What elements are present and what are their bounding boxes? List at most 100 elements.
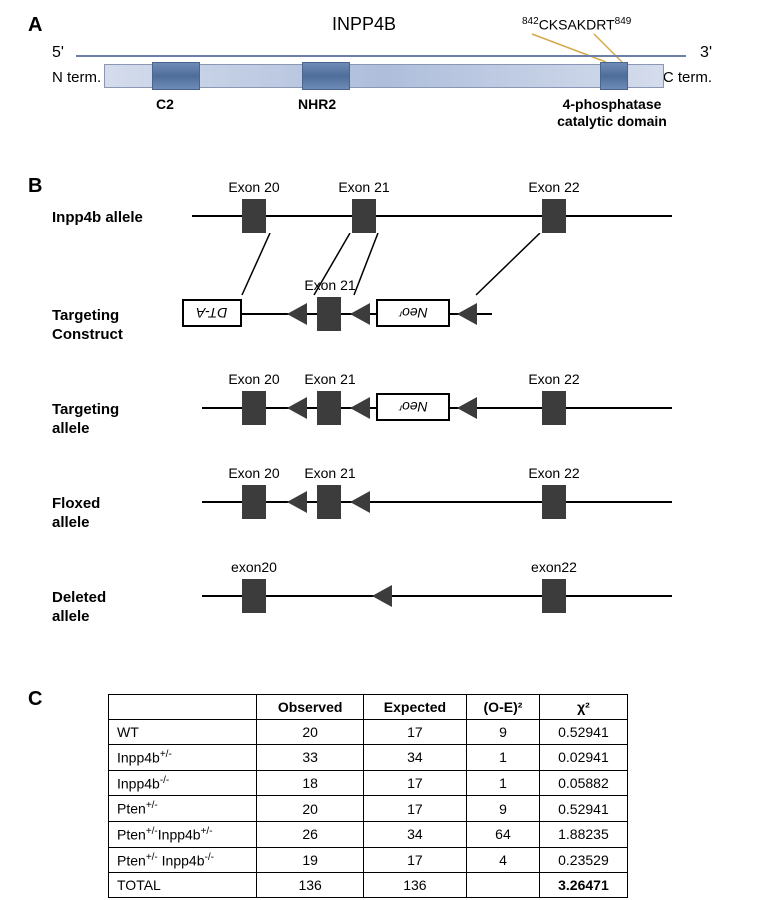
exon-20	[242, 391, 266, 425]
cell-expected: 136	[363, 873, 466, 898]
exon-22	[542, 485, 566, 519]
neo-cassette: Neoʳ	[376, 299, 450, 327]
cell-oe2: 64	[467, 821, 540, 847]
exon-22	[542, 199, 566, 233]
cell-genotype: TOTAL	[109, 873, 257, 898]
five-prime: 5'	[52, 44, 64, 62]
panel-a-title: INPP4B	[332, 14, 396, 35]
domain-label-c2: C2	[156, 96, 174, 112]
row-label: Deleted allele	[52, 589, 202, 627]
table-row: Pten+/- Inpp4b-/- 19 17 4 0.23529	[109, 847, 628, 873]
table-row: Inpp4b+/- 33 34 1 0.02941	[109, 745, 628, 771]
neo-text: Neoʳ	[399, 399, 428, 415]
row-label: Targeting Construct	[52, 307, 202, 345]
cell-genotype: Pten+/-Inpp4b+/-	[109, 821, 257, 847]
cell-chi2: 0.23529	[539, 847, 627, 873]
exon-22-label: Exon 22	[524, 371, 584, 387]
allele-row-floxed: Floxed allele Exon 20 Exon 21 Exon 22	[52, 461, 712, 539]
cell-expected: 34	[363, 821, 466, 847]
chi-square-table: Observed Expected (O-E)² χ² WT 20 17 9 0…	[108, 694, 628, 898]
domain-label-catalytic: 4-phosphatase catalytic domain	[552, 96, 672, 130]
domain-c2	[152, 62, 200, 90]
motif-connector	[522, 30, 652, 64]
panel-c: Observed Expected (O-E)² χ² WT 20 17 9 0…	[108, 694, 628, 898]
exon-21-label: Exon 21	[300, 465, 360, 481]
cell-chi2: 0.05882	[539, 770, 627, 796]
cell-oe2: 9	[467, 720, 540, 745]
exon-20	[242, 579, 266, 613]
exon-20-label: Exon 20	[224, 179, 284, 195]
cell-chi2: 0.02941	[539, 745, 627, 771]
exon-21	[317, 485, 341, 519]
cell-chi2: 0.52941	[539, 796, 627, 822]
table-row: Pten+/- 20 17 9 0.52941	[109, 796, 628, 822]
table-total-row: TOTAL 136 136 3.26471	[109, 873, 628, 898]
cell-expected: 34	[363, 745, 466, 771]
cell-oe2	[467, 873, 540, 898]
three-prime: 3'	[700, 44, 712, 62]
exon-21-label: Exon 21	[334, 179, 394, 195]
motif-pre: 842	[522, 16, 539, 27]
exon-20	[242, 485, 266, 519]
loxp-icon	[287, 303, 307, 325]
n-term: N term.	[52, 69, 101, 86]
col-observed: Observed	[257, 695, 363, 720]
exon-22-label: Exon 22	[524, 465, 584, 481]
loxp-icon	[350, 491, 370, 513]
cell-expected: 17	[363, 847, 466, 873]
exon-20	[242, 199, 266, 233]
neo-cassette: Neoʳ	[376, 393, 450, 421]
panel-c-label: C	[28, 688, 42, 711]
cell-chi2: 1.88235	[539, 821, 627, 847]
cell-oe2: 1	[467, 745, 540, 771]
exon-22	[542, 579, 566, 613]
exon-20-label: Exon 20	[224, 371, 284, 387]
cell-observed: 20	[257, 796, 363, 822]
c-term: C term.	[663, 69, 712, 86]
dta-cassette: DT-A	[182, 299, 242, 327]
cell-expected: 17	[363, 720, 466, 745]
panel-b: Inpp4b allele Exon 20 Exon 21 Exon 22 Ta…	[52, 175, 712, 655]
loxp-icon	[287, 491, 307, 513]
nucleotide-line	[76, 55, 686, 57]
cell-oe2: 1	[467, 770, 540, 796]
gene-line	[202, 501, 672, 503]
cell-chi2: 0.52941	[539, 720, 627, 745]
exon-21	[317, 391, 341, 425]
cell-genotype: WT	[109, 720, 257, 745]
panel-b-label: B	[28, 175, 42, 198]
cell-genotype: Pten+/- Inpp4b-/-	[109, 847, 257, 873]
cell-observed: 136	[257, 873, 363, 898]
cell-expected: 17	[363, 770, 466, 796]
exon-22-label: exon22	[524, 559, 584, 575]
col-oe2: (O-E)²	[467, 695, 540, 720]
cell-observed: 33	[257, 745, 363, 771]
allele-row-construct: Targeting Construct DT-A Neoʳ Exon 21	[52, 273, 712, 351]
col-expected: Expected	[363, 695, 466, 720]
exon-20-label: Exon 20	[224, 465, 284, 481]
domain-catalytic	[600, 62, 628, 90]
col-genotype	[109, 695, 257, 720]
cell-genotype: Pten+/-	[109, 796, 257, 822]
allele-row-deleted: Deleted allele exon20 exon22	[52, 555, 712, 633]
cell-observed: 26	[257, 821, 363, 847]
exon-22-label: Exon 22	[524, 179, 584, 195]
exon-22	[542, 391, 566, 425]
table-row: Inpp4b-/- 18 17 1 0.05882	[109, 770, 628, 796]
exon-21	[317, 297, 341, 331]
dta-text: DT-A	[196, 305, 227, 321]
motif-post: 849	[615, 16, 632, 27]
domain-label-nhr2: NHR2	[298, 96, 336, 112]
loxp-icon	[457, 397, 477, 419]
cell-genotype: Inpp4b-/-	[109, 770, 257, 796]
panel-a: INPP4B 842CKSAKDRT849 5' 3' N term. C te…	[52, 14, 712, 134]
table-row: Pten+/-Inpp4b+/- 26 34 64 1.88235	[109, 821, 628, 847]
gene-line	[202, 595, 672, 597]
loxp-icon	[372, 585, 392, 607]
row-label: Targeting allele	[52, 401, 202, 439]
loxp-icon	[350, 397, 370, 419]
cell-genotype: Inpp4b+/-	[109, 745, 257, 771]
row-label: Inpp4b allele	[52, 209, 202, 228]
neo-text: Neoʳ	[399, 305, 428, 321]
table-row: WT 20 17 9 0.52941	[109, 720, 628, 745]
